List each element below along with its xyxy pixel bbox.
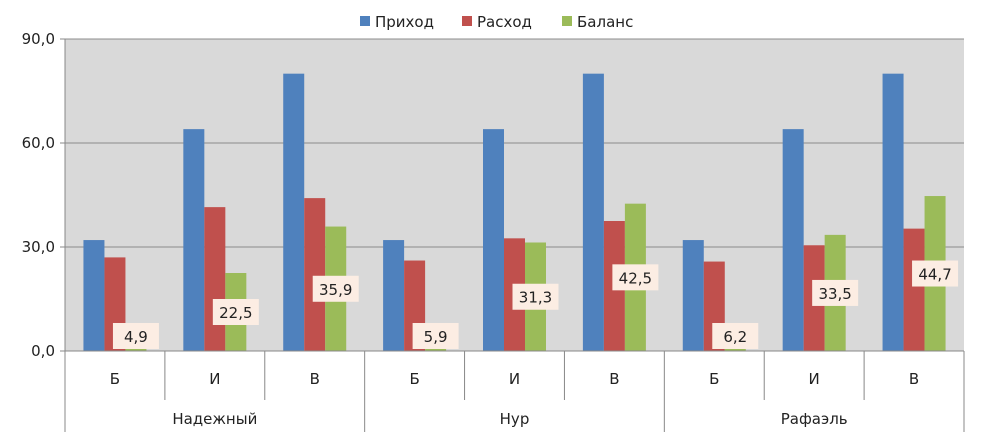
data-label-box (612, 264, 659, 291)
x-group-label: Надежный (172, 410, 257, 428)
data-label: 6,2 (723, 328, 747, 346)
x-category-label: В (310, 370, 320, 388)
data-label: 35,9 (319, 281, 352, 299)
data-label: 4,9 (124, 328, 148, 346)
bar (383, 240, 405, 351)
legend-label-prihod: Приход (375, 13, 434, 31)
bar (682, 240, 704, 351)
data-label-box (912, 260, 959, 287)
bar (903, 228, 925, 351)
x-category-label: Б (110, 370, 120, 388)
x-category-label: И (209, 370, 220, 388)
legend-label-balans: Баланс (577, 13, 633, 31)
legend-swatch-balans (562, 16, 572, 26)
x-category-label: В (909, 370, 919, 388)
bar (582, 73, 604, 352)
legend-swatch-rashod (462, 16, 472, 26)
x-category-label: И (809, 370, 820, 388)
bar (83, 240, 105, 351)
data-labels: 4,9 22,5 35,9 5,9 31,3 42,5 6,2 33,5 44,7 (112, 260, 959, 349)
x-category-label: В (609, 370, 619, 388)
y-tick-label: 90,0 (22, 30, 55, 48)
bar (782, 129, 804, 351)
x-category-label: Б (709, 370, 719, 388)
y-tick-label: 30,0 (22, 238, 55, 256)
data-label: 33,5 (818, 285, 851, 303)
data-label-box (112, 323, 159, 349)
axes (60, 38, 965, 432)
data-label-box (712, 323, 759, 349)
bar (204, 207, 226, 351)
x-category-label: И (509, 370, 520, 388)
x-category-label: Б (409, 370, 419, 388)
legend-label-rashod: Расход (477, 13, 532, 31)
bars (83, 73, 946, 352)
y-axis-ticks: 0,0 30,0 60,0 90,0 (22, 30, 55, 360)
data-label: 22,5 (219, 304, 252, 322)
y-tick-label: 0,0 (31, 342, 55, 360)
data-label-box (512, 283, 559, 310)
data-label: 44,7 (918, 266, 951, 284)
bar (483, 129, 504, 351)
data-label-box (312, 275, 359, 302)
bar (183, 129, 205, 351)
data-label: 31,3 (519, 289, 552, 307)
x-group-label: Рафаэль (781, 410, 848, 428)
bar (304, 198, 326, 351)
data-label: 42,5 (619, 269, 652, 287)
legend: Приход Расход Баланс (360, 13, 633, 31)
data-label-box (412, 323, 459, 349)
y-tick-label: 60,0 (22, 134, 55, 152)
data-label-box (212, 299, 259, 325)
x-axis-groups: Надежный Нур Рафаэль (172, 410, 847, 428)
data-label: 5,9 (424, 328, 448, 346)
x-group-label: Нур (500, 410, 530, 428)
bar (882, 73, 904, 352)
bar (283, 73, 305, 352)
data-label-box (812, 279, 859, 306)
legend-swatch-prihod (360, 16, 370, 26)
